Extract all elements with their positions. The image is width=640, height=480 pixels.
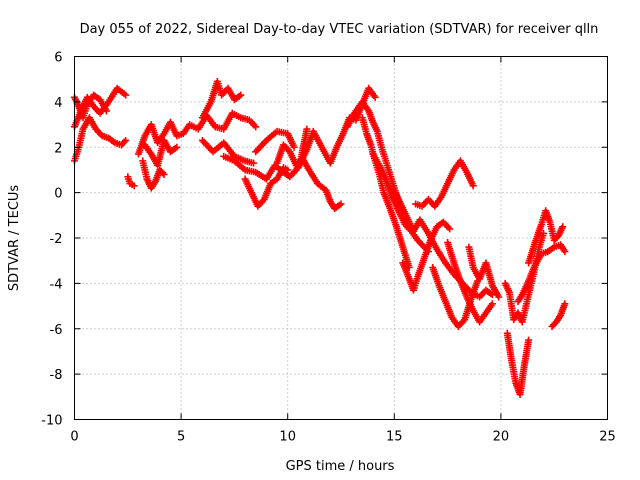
chart-title: Day 055 of 2022, Sidereal Day-to-day VTE… [80, 22, 599, 37]
data-point [559, 223, 567, 231]
y-tick-label: -8 [50, 368, 63, 383]
x-tick-label: 20 [493, 430, 510, 445]
x-tick-label: 25 [599, 430, 616, 445]
y-tick-labels: -10 -8 -6 -4 -2 0 2 4 6 [41, 51, 62, 429]
y-tick-label: 4 [54, 96, 62, 111]
y-tick-label: -10 [41, 414, 62, 429]
data-point [303, 125, 311, 133]
x-tick-label: 5 [177, 430, 185, 445]
data-point [159, 169, 167, 177]
data-point [122, 136, 130, 144]
data-point [371, 93, 379, 101]
series-track-26 [514, 241, 569, 306]
y-tick-label: 0 [54, 187, 62, 202]
axis-ticks [74, 56, 608, 420]
data-point [561, 300, 569, 308]
series-track-5 [134, 109, 260, 158]
data-point [122, 91, 130, 99]
data-point [130, 182, 138, 190]
x-tick-labels: 0 5 10 15 20 25 [70, 430, 615, 445]
series-track-7 [141, 136, 181, 169]
series-track-23 [465, 243, 503, 301]
data-point [488, 300, 496, 308]
series-track-8 [198, 77, 245, 122]
data-point [102, 107, 110, 115]
y-tick-label: 2 [54, 141, 62, 156]
y-tick-label: -6 [50, 323, 63, 338]
data-point [120, 138, 128, 146]
series-track-6 [139, 157, 168, 192]
data-point [495, 293, 503, 301]
data-point [173, 143, 181, 151]
y-tick-label: -4 [50, 277, 63, 292]
y-tick-label: -2 [50, 232, 63, 247]
data-point [284, 166, 292, 174]
series-track-20 [412, 157, 477, 210]
data-point [290, 143, 298, 151]
series-track-21 [429, 263, 481, 330]
data-point [469, 182, 477, 190]
data-point [446, 225, 454, 233]
series-track-28 [548, 300, 569, 330]
series-track-25 [503, 329, 533, 399]
data-point [561, 248, 569, 256]
series-track-3 [71, 91, 110, 122]
data-point [160, 170, 168, 178]
series-track-4 [124, 173, 138, 190]
series-track-15 [343, 98, 403, 206]
y-axis-label: SDTVAR / TECUs [7, 185, 22, 292]
series-track-27 [525, 207, 567, 267]
grid-lines [74, 56, 608, 420]
x-tick-label: 15 [386, 430, 403, 445]
data-point [252, 123, 260, 131]
data-points [71, 77, 569, 399]
y-tick-label: 6 [54, 51, 62, 66]
series-track-9 [198, 136, 258, 167]
series-track-2 [71, 114, 130, 165]
x-axis-label: GPS time / hours [286, 459, 395, 474]
series-track-19 [399, 218, 454, 294]
x-tick-label: 10 [279, 430, 296, 445]
series-track-12 [252, 127, 298, 156]
data-point [250, 159, 258, 167]
x-tick-label: 0 [70, 430, 78, 445]
series-track-11 [241, 164, 292, 210]
data-point [540, 229, 548, 237]
data-point [337, 200, 345, 208]
series-track-24 [501, 229, 548, 326]
data-point [525, 336, 533, 344]
series-track-22 [444, 239, 496, 326]
data-point [237, 91, 245, 99]
